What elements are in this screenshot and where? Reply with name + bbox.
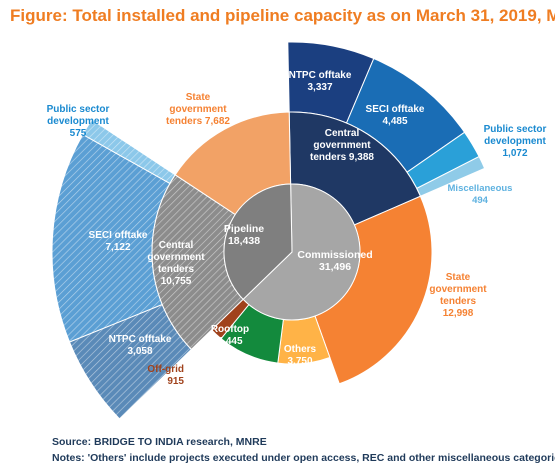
label-comm-ntpc-line: NTPC offtake	[289, 70, 352, 81]
label-comm-central-line: Central	[325, 128, 360, 139]
label-comm-psd-line: development	[484, 136, 546, 147]
label-pipe-central: Central government tenders 10,755	[147, 240, 205, 287]
label-comm-others: Others 3,750	[284, 344, 317, 367]
label-pipe-state-line: State	[186, 92, 211, 103]
label-commissioned-line: 31,496	[319, 261, 351, 273]
middle-segment-pipeline-central-government-tenders-hatching	[152, 174, 244, 350]
label-comm-psd: Public sector development 1,072	[484, 124, 547, 159]
label-comm-state-line: State	[446, 272, 471, 283]
label-comm-seci-line: SECI offtake	[366, 104, 425, 115]
label-comm-ntpc-line: 3,337	[307, 82, 332, 93]
label-comm-central: Central government tenders 9,388	[310, 128, 374, 163]
label-pipe-central-line: Central	[159, 240, 194, 251]
label-pipe-state: State government tenders 7,682	[166, 92, 230, 127]
label-pipe-state-line: government	[169, 104, 227, 115]
label-pipeline-line: 18,438	[228, 235, 260, 247]
label-pipe-ntpc-line: 3,058	[127, 346, 152, 357]
inner-segment-commissioned	[242, 183, 361, 321]
label-pipe-seci-line: SECI offtake	[89, 230, 148, 241]
label-pipeline: Pipeline 18,438	[224, 223, 264, 247]
outer-segment-pipeline-ntpc-offtake-hatching	[69, 304, 192, 419]
label-comm-seci-line: 4,485	[382, 116, 407, 127]
chart-title: Figure: Total installed and pipeline cap…	[10, 6, 555, 25]
label-comm-others-line: Others	[284, 344, 317, 355]
label-comm-rooftop-line: 4,445	[217, 336, 242, 347]
outer-segment-pipeline-public-sector-development-hatching	[82, 119, 176, 184]
label-comm-state-line: 12,998	[443, 308, 474, 319]
source-note: Source: BRIDGE TO INDIA research, MNRE	[52, 436, 267, 448]
footnote: Notes: 'Others' include projects execute…	[52, 452, 555, 464]
label-comm-state: State government tenders 12,998	[429, 272, 487, 319]
label-comm-rooftop-line: Rooftop	[211, 324, 249, 335]
label-commissioned-line: Commissioned	[297, 249, 372, 261]
label-comm-state-line: tenders	[440, 296, 477, 307]
label-pipe-psd-line: development	[47, 116, 109, 127]
label-pipe-central-line: tenders	[158, 264, 195, 275]
label-comm-offgrid: Off-grid 915	[147, 364, 184, 387]
label-pipe-central-line: 10,755	[161, 276, 192, 287]
label-comm-central-line: tenders 9,388	[310, 152, 374, 163]
outer-segment-pipeline-seci-offtake-hatching	[51, 134, 170, 343]
label-pipe-seci: SECI offtake 7,122	[89, 230, 148, 253]
label-comm-psd-line: 1,072	[502, 148, 527, 159]
label-pipe-psd-line: Public sector	[47, 104, 110, 115]
label-pipe-psd-line: 575	[70, 128, 87, 139]
label-comm-rooftop: Rooftop 4,445	[211, 324, 249, 347]
label-comm-misc: Miscellaneous 494	[448, 183, 513, 206]
label-pipe-psd: Public sector development 575	[47, 104, 110, 139]
label-pipe-central-line: government	[147, 252, 205, 263]
inner-segment-pipeline	[223, 183, 293, 301]
label-pipe-state-line: tenders 7,682	[166, 116, 230, 127]
label-comm-others-line: 3,750	[287, 356, 312, 367]
label-commissioned: Commissioned 31,496	[297, 249, 372, 273]
label-pipeline-line: Pipeline	[224, 223, 264, 235]
label-comm-offgrid-line: Off-grid	[147, 364, 184, 375]
label-comm-state-line: government	[429, 284, 487, 295]
label-comm-psd-line: Public sector	[484, 124, 547, 135]
label-comm-misc-line: 494	[472, 195, 489, 206]
label-pipe-ntpc: NTPC offtake 3,058	[109, 334, 172, 357]
middle-ring	[151, 111, 433, 385]
inner-ring	[223, 183, 361, 321]
label-comm-ntpc: NTPC offtake 3,337	[289, 70, 352, 93]
label-pipe-seci-line: 7,122	[105, 242, 130, 253]
label-comm-seci: SECI offtake 4,485	[366, 104, 425, 127]
label-comm-central-line: government	[313, 140, 371, 151]
label-pipe-ntpc-line: NTPC offtake	[109, 334, 172, 345]
label-comm-misc-line: Miscellaneous	[448, 183, 513, 194]
label-comm-offgrid-line: 915	[167, 376, 184, 387]
